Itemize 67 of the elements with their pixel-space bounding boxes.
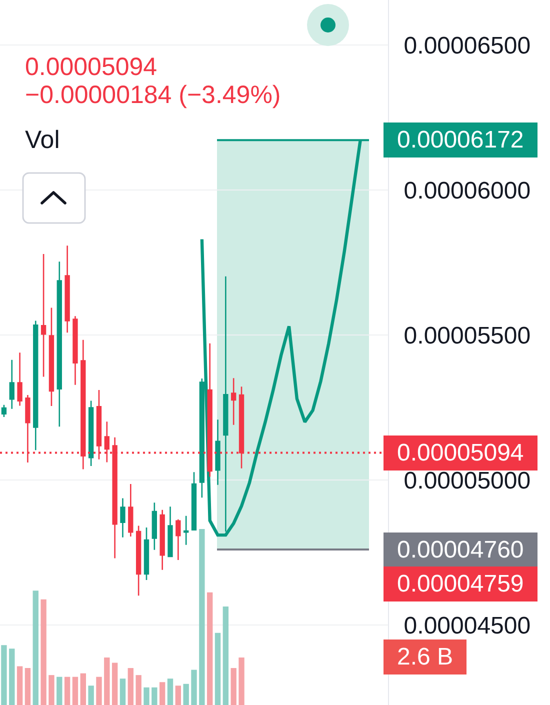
bar	[222, 606, 229, 705]
bar	[9, 648, 15, 705]
bar	[88, 686, 94, 705]
text: 0.00004759	[396, 570, 524, 598]
bar	[72, 676, 78, 705]
bar	[199, 529, 205, 705]
bar	[1, 645, 7, 705]
y-tick-label: 0.00005500	[404, 322, 531, 350]
bar	[64, 676, 70, 705]
candlestick	[88, 400, 94, 467]
bar	[191, 670, 197, 705]
candlestick	[160, 509, 165, 571]
y-tick-label: 0.00006000	[404, 177, 531, 204]
annotation: −0.00000184 (−3.49%)	[25, 81, 281, 109]
bar	[40, 599, 46, 705]
y-tick-label: 0.00005000	[404, 467, 531, 494]
candlestick	[144, 526, 150, 581]
candlestick	[191, 471, 197, 530]
bar	[152, 687, 158, 705]
bar	[206, 592, 213, 705]
bar	[159, 682, 166, 705]
candlestick	[17, 352, 22, 406]
bar	[136, 675, 142, 705]
candlestick	[64, 244, 70, 334]
bar	[24, 668, 31, 705]
candlestick	[128, 483, 134, 538]
candlestick	[215, 418, 220, 486]
candlestick	[183, 515, 189, 546]
bar	[167, 678, 174, 705]
bar	[96, 676, 102, 705]
bar	[230, 668, 236, 705]
bar	[144, 687, 150, 705]
bar	[128, 668, 134, 705]
ref-line-label: 0.00006172	[396, 126, 524, 154]
bar	[16, 666, 23, 705]
candlestick	[223, 276, 228, 532]
bar	[112, 662, 118, 705]
candlestick	[176, 518, 181, 561]
candlestick	[33, 320, 38, 451]
candlestick	[48, 307, 54, 407]
y-tick-label: 0.00004500	[404, 612, 531, 640]
candlestick	[56, 260, 62, 428]
bar	[175, 686, 182, 705]
bar	[104, 657, 110, 705]
annotation: 0.00005094	[25, 53, 158, 81]
bar	[183, 684, 189, 705]
bar	[238, 657, 244, 705]
candlestick	[168, 506, 173, 558]
bar	[56, 676, 62, 705]
candlestick	[9, 359, 14, 410]
bar	[80, 673, 86, 705]
bar	[32, 590, 38, 705]
bar	[214, 632, 221, 705]
candlestick	[231, 378, 236, 426]
ref-line-label: 0.00005094	[396, 440, 524, 466]
text: 2.6 B	[396, 644, 454, 670]
candlestick	[1, 404, 7, 418]
y-tick-label: 0.00006500	[404, 32, 531, 60]
bar	[48, 675, 54, 705]
candlestick	[136, 525, 142, 596]
ref-line-label: 0.00004760	[396, 536, 524, 564]
candlestick	[120, 498, 126, 538]
candlestick	[40, 253, 46, 378]
bar	[120, 678, 126, 705]
candlestick	[72, 315, 78, 386]
annotation: Vol	[25, 126, 60, 154]
candlestick	[152, 502, 157, 550]
